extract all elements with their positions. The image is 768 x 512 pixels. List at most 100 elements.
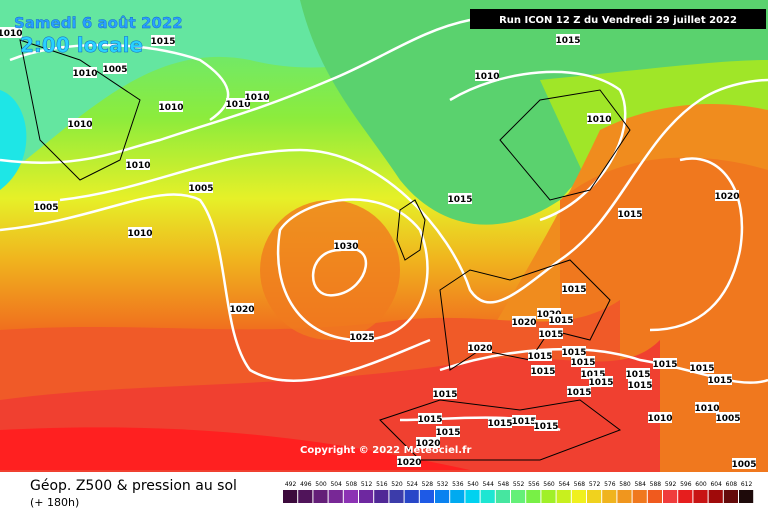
isobar-label-bg	[448, 193, 472, 204]
scale-label: 556	[528, 481, 540, 488]
scale-label: 592	[665, 481, 677, 488]
scale-swatch	[678, 490, 693, 503]
scale-swatch	[663, 490, 678, 503]
scale-swatch	[465, 490, 480, 503]
scale-swatch	[739, 490, 754, 503]
scale-label: 604	[710, 481, 722, 488]
time: 2:00 locale	[20, 33, 143, 57]
isobar-label: 1020	[467, 344, 492, 354]
isobar-label: 1020	[415, 439, 440, 449]
isobar-label: 1015	[447, 195, 472, 205]
isobar-label: 1020	[229, 305, 254, 315]
isobar-label: 1010	[72, 69, 97, 79]
isobar-label-bg	[418, 413, 442, 424]
scale-swatch	[374, 490, 389, 503]
isobar-label: 1015	[652, 360, 677, 370]
run-box	[470, 9, 766, 29]
scale-swatch	[723, 490, 738, 503]
isobar-label: 1010	[0, 29, 23, 39]
isobar-label-bg	[708, 374, 732, 385]
isobar-label-bg	[695, 402, 719, 413]
isobar-label-bg	[567, 386, 591, 397]
isobar-label-bg	[534, 420, 558, 431]
color-scale: 492 496 500 504 508 512 516 520 524 528 532 536 540 5…	[283, 481, 754, 503]
isobar-label-bg	[626, 368, 650, 379]
isobar-label-bg	[732, 458, 756, 469]
scale-swatch	[708, 490, 723, 503]
isobar-label: 1005	[731, 460, 756, 470]
isobar-label-bg	[68, 118, 92, 129]
scale-label: 576	[604, 481, 616, 488]
isobar-label: 1015	[617, 210, 642, 220]
isobar-label: 1015	[580, 370, 605, 380]
map	[0, 0, 768, 473]
scale-swatch	[541, 490, 556, 503]
scale-label: 504	[330, 481, 342, 488]
isobar-label-bg	[512, 316, 536, 327]
isobar-label-bg	[716, 412, 740, 423]
scale-swatch	[343, 490, 358, 503]
scale-label: 544	[482, 481, 494, 488]
isobar-label-bg	[151, 35, 175, 46]
scale-swatch	[632, 490, 647, 503]
isobar-label: 1010	[474, 72, 499, 82]
scale-swatch	[693, 490, 708, 503]
isobar-label-bg	[397, 456, 421, 467]
scale-swatch	[556, 490, 571, 503]
scale-swatch	[587, 490, 602, 503]
copyright: Copyright © 2022 Meteociel.fr	[300, 445, 471, 456]
isobar-label-bg	[73, 67, 97, 78]
scale-label: 496	[300, 481, 312, 488]
isobar-label: 1015	[555, 36, 580, 46]
scale-swatch	[571, 490, 586, 503]
isobar-label-bg	[653, 358, 677, 369]
isobar-label: 1005	[715, 414, 740, 424]
scale-label: 536	[452, 481, 464, 488]
scale-swatch	[389, 490, 404, 503]
scale-label: 512	[361, 481, 373, 488]
isobar-label: 1015	[435, 428, 460, 438]
isobar-label-bg	[618, 208, 642, 219]
isobar-label: 1015	[561, 285, 586, 295]
isobar-label: 1015	[527, 352, 552, 362]
isobar-label-bg	[539, 328, 563, 339]
scale-swatch	[602, 490, 617, 503]
isobar-label-bg	[562, 283, 586, 294]
isobar-label-bg	[475, 70, 499, 81]
isobar-label: 1010	[694, 404, 719, 414]
isobar-label: 1005	[33, 203, 58, 213]
scale-swatch	[617, 490, 632, 503]
scale-label: 500	[315, 481, 327, 488]
isobar-label: 1015	[548, 316, 573, 326]
isobar-label: 1010	[244, 93, 269, 103]
isobar-label-bg	[416, 437, 440, 448]
scale-swatch	[526, 490, 541, 503]
scale-label: 528	[422, 481, 434, 488]
isobar-label-bg	[468, 342, 492, 353]
isobar-label: 1005	[188, 184, 213, 194]
scale-label: 596	[680, 481, 692, 488]
isobar-label-bg	[589, 376, 613, 387]
isobar-label-bg	[690, 362, 714, 373]
isobar-label: 1015	[627, 381, 652, 391]
isobar-label: 1030	[333, 242, 358, 252]
isobar-label-bg	[571, 356, 595, 367]
footer-title: Géop. Z500 & pression au sol	[30, 478, 237, 494]
isobar-label: 1015	[566, 388, 591, 398]
scale-label: 492	[285, 481, 297, 488]
scale-label: 520	[391, 481, 403, 488]
isobar-label-bg	[159, 101, 183, 112]
scale-swatch	[511, 490, 526, 503]
scale-swatch	[647, 490, 662, 503]
scale-label: 584	[634, 481, 646, 488]
isobar-label: 1015	[625, 370, 650, 380]
isobar-label: 1015	[561, 348, 586, 358]
isobar-label: 1005	[102, 65, 127, 75]
isobar-label-bg	[433, 388, 457, 399]
isobar-label: 1020	[396, 458, 421, 468]
isobar-label-bg	[103, 63, 127, 74]
isobar-label: 1015	[530, 367, 555, 377]
scale-label: 608	[726, 481, 738, 488]
isobar-label-bg	[715, 190, 739, 201]
